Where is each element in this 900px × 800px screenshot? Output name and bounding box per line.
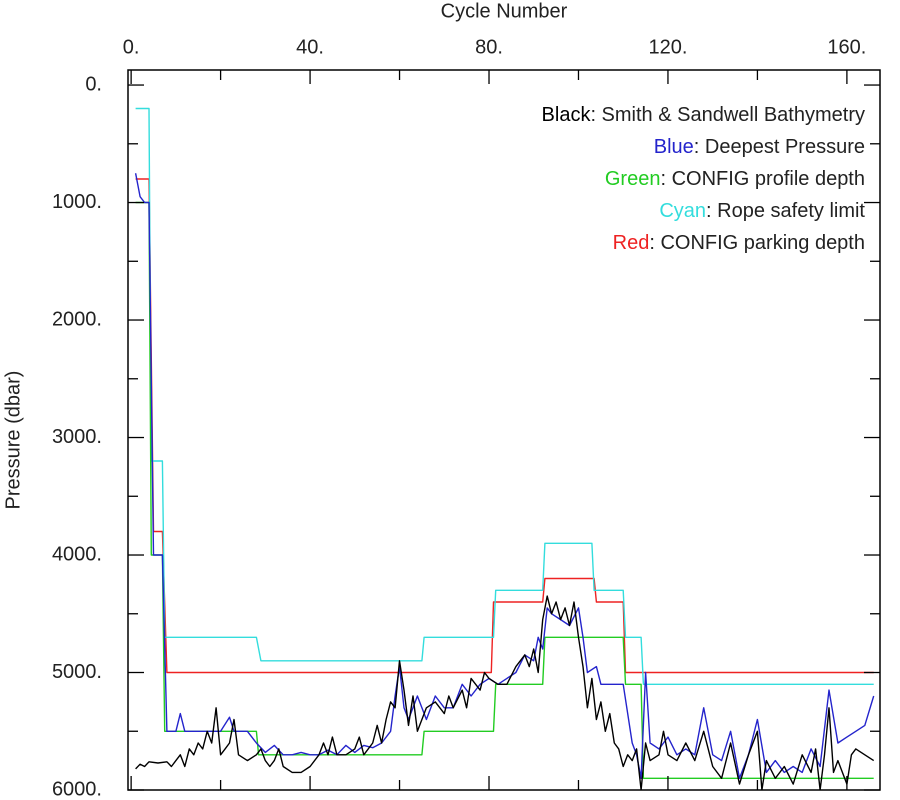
y-tick-label: 5000.: [52, 661, 102, 683]
legend-label: : CONFIG parking depth: [649, 232, 865, 254]
legend-color-word: Blue: [654, 136, 694, 158]
plot-area: [134, 107, 875, 790]
series-line: [135, 107, 874, 685]
series-line: [135, 201, 874, 779]
y-axis-title: Pressure (dbar): [2, 371, 24, 510]
legend-label: : CONFIG profile depth: [660, 168, 865, 190]
legend-entry: Black: Smith & Sandwell Bathymetry: [542, 104, 865, 126]
series-line: [134, 173, 875, 779]
legend-color-word: Cyan: [659, 200, 706, 222]
series-line: [135, 178, 874, 674]
legend-entry: Green: CONFIG profile depth: [605, 168, 865, 190]
legend-entry: Cyan: Rope safety limit: [659, 200, 865, 222]
x-tick-label: 80.: [475, 36, 503, 58]
y-tick-label: 0.: [85, 73, 102, 95]
y-tick-label: 1000.: [52, 191, 102, 213]
legend-entry: Red: CONFIG parking depth: [613, 232, 865, 254]
y-tick-label: 4000.: [52, 543, 102, 565]
y-tick-label: 6000.: [52, 778, 102, 800]
legend-color-word: Green: [605, 168, 661, 190]
x-tick-label: 160.: [827, 36, 866, 58]
x-tick-label: 40.: [296, 36, 324, 58]
legend-color-word: Black: [542, 104, 592, 126]
legend-color-word: Red: [613, 232, 650, 254]
series-line: [135, 595, 875, 790]
plot-frame: [127, 69, 881, 791]
x-tick-label: 0.: [123, 36, 140, 58]
x-tick-label: 120.: [648, 36, 687, 58]
legend-label: : Rope safety limit: [706, 200, 865, 222]
y-tick-label: 3000.: [52, 426, 102, 448]
legend-label: : Deepest Pressure: [694, 136, 865, 158]
x-axis-title: Cycle Number: [441, 0, 568, 22]
y-tick-label: 2000.: [52, 308, 102, 330]
legend-label: : Smith & Sandwell Bathymetry: [590, 104, 865, 126]
legend-entry: Blue: Deepest Pressure: [654, 136, 865, 158]
